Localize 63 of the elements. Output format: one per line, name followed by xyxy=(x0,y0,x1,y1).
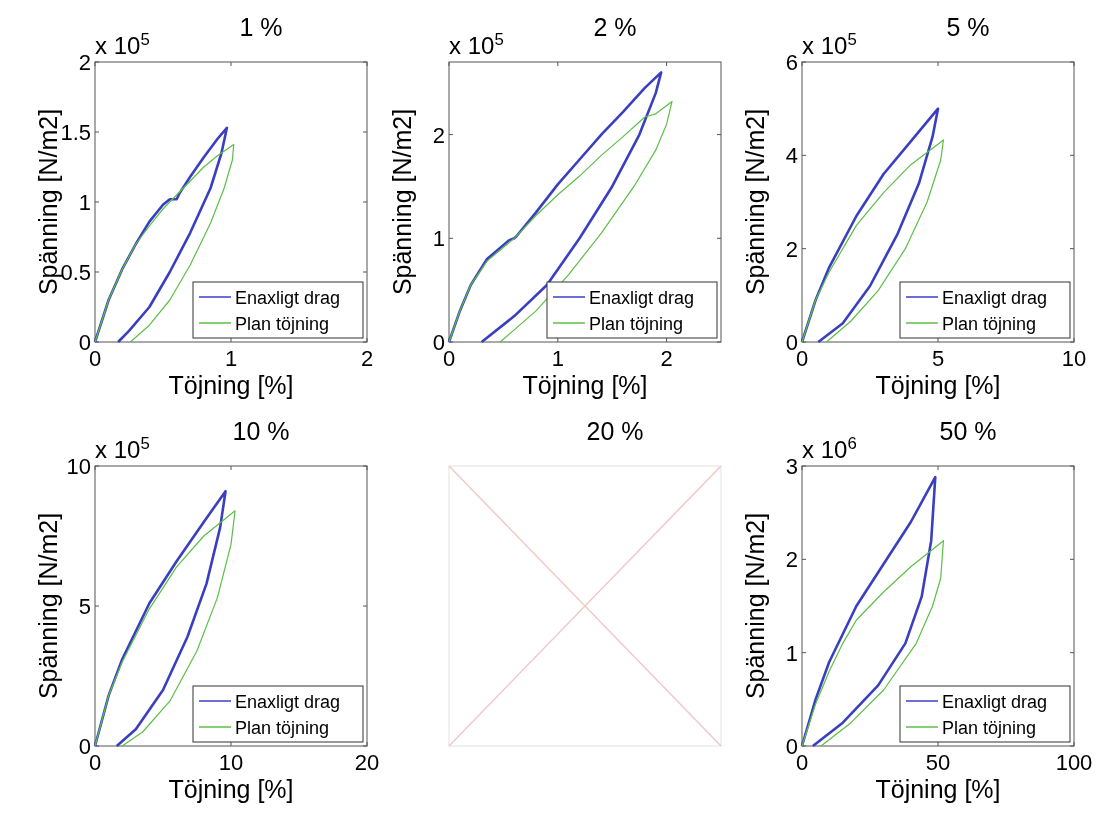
x-tick-label: 5 xyxy=(931,346,945,371)
y-tick-label: 0.5 xyxy=(60,260,91,285)
legend-label: Enaxligt drag xyxy=(942,288,1048,308)
line-series xyxy=(801,139,945,343)
x-tick-label: 1 xyxy=(551,346,564,371)
text: 20 % xyxy=(586,417,644,445)
y-tick-label: 1.5 xyxy=(60,120,91,145)
legend-label: Enaxligt drag xyxy=(235,288,341,308)
y-tick-label: 2 xyxy=(785,236,798,262)
x-tick-label: 50 xyxy=(925,750,951,775)
y-tick-label: 5 xyxy=(78,594,91,619)
legend-label: Enaxligt drag xyxy=(235,692,341,712)
y-tick-label: 0 xyxy=(78,330,91,355)
legend-label: Enaxligt drag xyxy=(942,692,1048,712)
y-tick-label: 0 xyxy=(785,734,798,759)
text: x 10$^{5}$ xyxy=(95,29,150,59)
y-tick-label: 0 xyxy=(432,330,445,355)
y-tick-label: 1 xyxy=(785,640,798,666)
x-tick-label: 10 xyxy=(218,750,244,775)
x-tick-label: 2 xyxy=(660,346,673,371)
x-tick-label: 100 xyxy=(1055,750,1093,775)
legend-label: Plan töjning xyxy=(235,314,330,334)
x-axis-title: Töjning [%] xyxy=(168,775,294,803)
y-tick-label: 4 xyxy=(785,143,798,169)
chart-title: 1 % xyxy=(239,13,283,41)
x-axis-title: Töjning [%] xyxy=(875,371,1001,399)
y-tick-label: 3 xyxy=(785,454,798,479)
x-tick-label: 1 xyxy=(224,346,238,371)
text: x 10$^{5}$ xyxy=(95,433,150,463)
y-axis-title: Spänning [N/m2] xyxy=(388,108,416,296)
y-tick-label: 6 xyxy=(785,50,798,75)
y-tick-label: 1 xyxy=(432,226,445,252)
text: x 10$^{5}$ xyxy=(802,29,857,59)
y-tick-label: 10 xyxy=(66,454,91,479)
chart-title: 10 % xyxy=(232,417,290,445)
text: x 10$^{6}$ xyxy=(802,433,857,463)
chart-title: 5 % xyxy=(946,13,990,41)
y-axis-title: Spänning [N/m2] xyxy=(741,108,769,296)
line-series xyxy=(801,540,945,747)
y-tick-label: 0 xyxy=(78,734,91,759)
x-tick-label: 2 xyxy=(360,346,374,371)
legend-label: Plan töjning xyxy=(589,314,684,334)
chart-title: 50 % xyxy=(939,417,997,445)
x-tick-label: 10 xyxy=(1061,346,1087,371)
x-tick-label: 20 xyxy=(354,750,380,775)
y-tick-label: 1 xyxy=(78,190,91,215)
text: x 10$^{5}$ xyxy=(449,29,504,59)
legend-label: Plan töjning xyxy=(942,314,1037,334)
x-axis-title: Töjning [%] xyxy=(522,371,648,399)
y-axis-title: Spänning [N/m2] xyxy=(34,108,62,296)
y-tick-label: 2 xyxy=(78,50,91,75)
legend-label: Plan töjning xyxy=(942,718,1037,738)
x-axis-title: Töjning [%] xyxy=(875,775,1001,803)
legend-label: Plan töjning xyxy=(235,718,330,738)
y-tick-label: 2 xyxy=(785,547,798,573)
y-axis-title: Spänning [N/m2] xyxy=(741,512,769,700)
y-tick-label: 2 xyxy=(432,122,445,148)
line-series xyxy=(800,475,937,748)
x-axis-title: Töjning [%] xyxy=(168,371,294,399)
chart-title: 2 % xyxy=(593,13,637,41)
legend-label: Enaxligt drag xyxy=(589,288,695,308)
y-axis-title: Spänning [N/m2] xyxy=(34,512,62,700)
y-tick-label: 0 xyxy=(785,330,798,355)
